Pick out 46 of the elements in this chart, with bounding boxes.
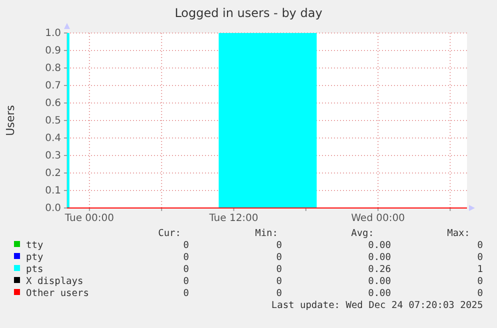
y-tick-label: 0.6 <box>45 98 61 110</box>
text: Max: <box>447 228 470 239</box>
y-tick-label: 0.8 <box>45 63 61 74</box>
text: 0 <box>276 252 282 263</box>
text: 0 <box>276 288 282 299</box>
text: 0 <box>477 276 484 287</box>
legend-label: Other users <box>26 288 89 299</box>
text: 0 <box>183 276 190 287</box>
text: 0 <box>183 252 190 263</box>
text: 0 <box>477 240 484 251</box>
y-tick-label: 0.0 <box>45 203 61 214</box>
y-tick-label: 0.3 <box>45 150 61 162</box>
text: 0 <box>276 276 282 287</box>
text: 0 <box>183 264 190 275</box>
y-tick-label: 0.5 <box>45 116 61 127</box>
y-tick-label: 0.7 <box>45 80 61 92</box>
text: 1 <box>477 264 484 275</box>
text: 0.00 <box>368 240 392 251</box>
text: 0 <box>183 240 190 251</box>
text: Cur: <box>158 228 181 239</box>
text: 0.00 <box>368 252 392 263</box>
y-axis-title: Users <box>4 104 17 136</box>
text: 0 <box>276 264 282 275</box>
x-tick-label: Tue 12:00 <box>208 213 258 224</box>
y-tick-label: 1.0 <box>45 28 61 40</box>
text: 0 <box>477 288 484 299</box>
y-tick-label: 0.9 <box>45 46 61 57</box>
legend-label: pts <box>26 264 44 275</box>
x-tick-label: Tue 00:00 <box>64 213 114 224</box>
y-tick-label: 0.1 <box>45 186 61 197</box>
legend-label: pty <box>26 252 44 263</box>
text: 0 <box>477 252 484 263</box>
legend-label: tty <box>26 240 44 251</box>
y-tick-label: 0.2 <box>45 168 61 180</box>
x-tick-label: Wed 00:00 <box>351 213 405 224</box>
chart-title: Logged in users - by day <box>174 6 322 20</box>
text: Min: <box>255 228 278 239</box>
legend-label: X displays <box>26 276 84 287</box>
text: Last update: Wed Dec 24 07:20:03 2025 <box>271 300 483 311</box>
text: 0 <box>276 240 282 251</box>
text: 0.00 <box>368 288 392 299</box>
text: 0 <box>183 288 190 299</box>
text: 0.26 <box>368 264 392 275</box>
text: 0.00 <box>368 276 392 287</box>
y-tick-label: 0.4 <box>45 133 61 144</box>
text: Avg: <box>351 228 374 239</box>
